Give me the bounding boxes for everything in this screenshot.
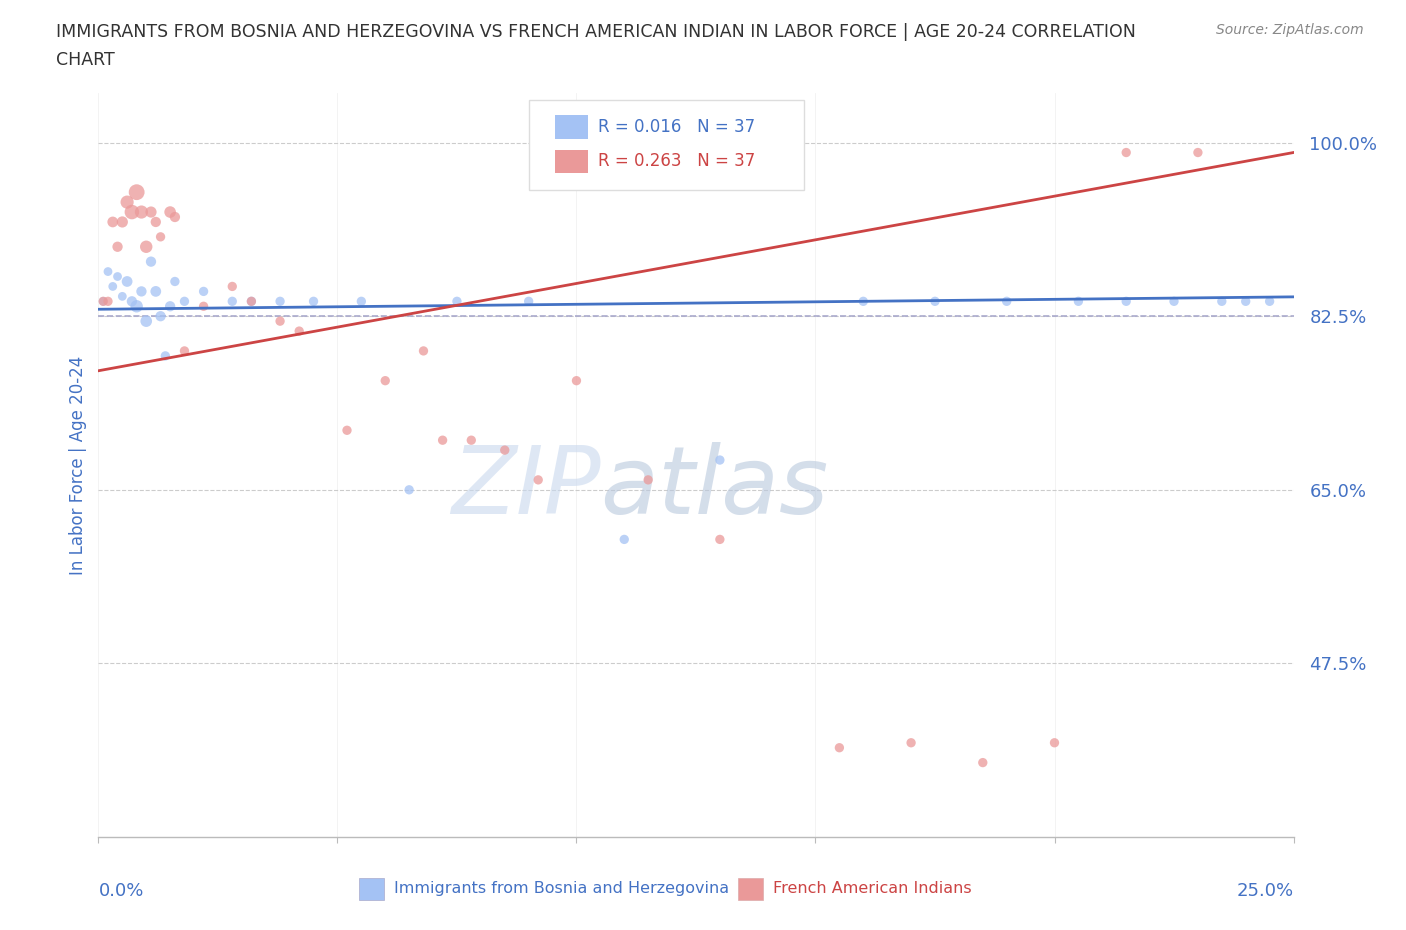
Bar: [555, 115, 589, 140]
Point: [446, 294, 468, 309]
Point: [173, 294, 195, 309]
Point: [972, 755, 994, 770]
Point: [995, 294, 1018, 309]
Point: [125, 299, 148, 313]
Point: [155, 349, 177, 364]
Point: [269, 294, 291, 309]
Point: [145, 215, 167, 230]
Point: [1115, 294, 1137, 309]
Point: [131, 205, 153, 219]
Point: [91, 294, 114, 309]
Point: [412, 343, 434, 358]
Point: [336, 423, 359, 438]
Point: [131, 284, 153, 299]
Text: atlas: atlas: [600, 442, 828, 533]
Point: [709, 532, 731, 547]
Point: [115, 194, 138, 209]
Point: [193, 299, 215, 313]
Point: [565, 373, 588, 388]
Text: 25.0%: 25.0%: [1236, 882, 1294, 899]
Point: [111, 215, 134, 230]
Point: [613, 532, 636, 547]
Point: [240, 294, 263, 309]
Text: French American Indians: French American Indians: [773, 881, 972, 896]
Point: [101, 279, 124, 294]
Point: [107, 239, 129, 254]
Point: [527, 472, 550, 487]
Point: [163, 274, 186, 289]
Point: [221, 294, 243, 309]
Point: [97, 294, 120, 309]
Point: [193, 284, 215, 299]
Point: [139, 254, 162, 269]
Point: [107, 269, 129, 284]
Point: [111, 289, 134, 304]
Text: R = 0.016   N = 37: R = 0.016 N = 37: [598, 118, 755, 136]
Point: [494, 443, 516, 458]
Point: [852, 294, 875, 309]
Point: [135, 313, 157, 328]
Point: [1234, 294, 1257, 309]
Point: [221, 279, 243, 294]
Point: [159, 205, 181, 219]
Point: [1258, 294, 1281, 309]
Point: [637, 472, 659, 487]
Point: [149, 230, 172, 245]
Text: Immigrants from Bosnia and Herzegovina: Immigrants from Bosnia and Herzegovina: [394, 881, 728, 896]
Point: [91, 294, 114, 309]
Point: [97, 264, 120, 279]
Point: [1115, 145, 1137, 160]
Point: [101, 215, 124, 230]
Point: [517, 294, 540, 309]
Point: [398, 483, 420, 498]
Bar: [555, 150, 589, 173]
Text: R = 0.263   N = 37: R = 0.263 N = 37: [598, 153, 755, 170]
Point: [269, 313, 291, 328]
Point: [924, 294, 946, 309]
Point: [1187, 145, 1209, 160]
Point: [139, 205, 162, 219]
Point: [135, 239, 157, 254]
Point: [350, 294, 373, 309]
Point: [149, 309, 172, 324]
Point: [432, 432, 454, 447]
Point: [1163, 294, 1185, 309]
Point: [145, 284, 167, 299]
Y-axis label: In Labor Force | Age 20-24: In Labor Force | Age 20-24: [69, 355, 87, 575]
Point: [121, 294, 143, 309]
Point: [1211, 294, 1233, 309]
Point: [828, 740, 851, 755]
Text: CHART: CHART: [56, 51, 115, 69]
Point: [159, 299, 181, 313]
Point: [163, 209, 186, 224]
Point: [302, 294, 325, 309]
Point: [121, 205, 143, 219]
Point: [1043, 736, 1066, 751]
Point: [709, 453, 731, 468]
Point: [173, 343, 195, 358]
Point: [125, 185, 148, 200]
Text: Source: ZipAtlas.com: Source: ZipAtlas.com: [1216, 23, 1364, 37]
Point: [288, 324, 311, 339]
Point: [374, 373, 396, 388]
Text: IMMIGRANTS FROM BOSNIA AND HERZEGOVINA VS FRENCH AMERICAN INDIAN IN LABOR FORCE : IMMIGRANTS FROM BOSNIA AND HERZEGOVINA V…: [56, 23, 1136, 41]
Text: 0.0%: 0.0%: [98, 882, 143, 899]
Text: ZIP: ZIP: [451, 442, 600, 533]
Point: [240, 294, 263, 309]
Point: [1067, 294, 1090, 309]
Point: [115, 274, 138, 289]
Point: [460, 432, 482, 447]
Point: [900, 736, 922, 751]
FancyBboxPatch shape: [529, 100, 804, 190]
